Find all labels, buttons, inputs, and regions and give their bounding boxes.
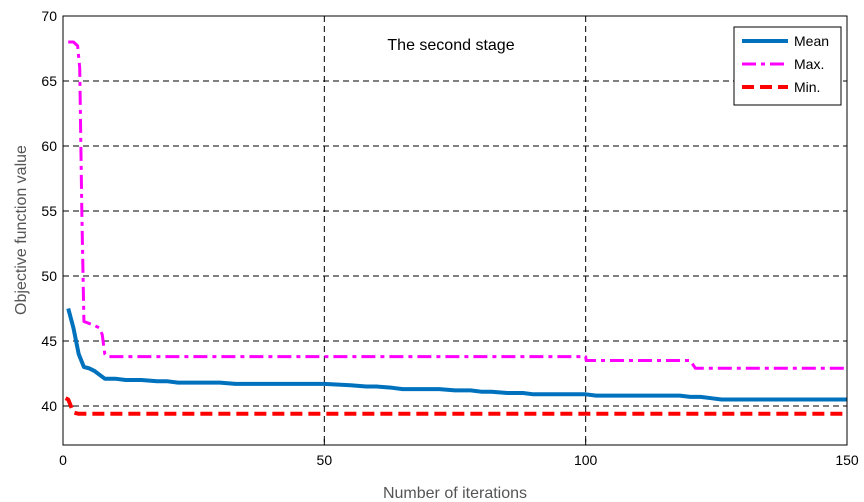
- series-line-mean: [66, 307, 847, 402]
- series-line-min: [64, 396, 847, 416]
- legend-label-max: Max.: [794, 56, 824, 72]
- x-axis-label: Number of iterations: [383, 485, 527, 502]
- x-tick-label-0: 0: [59, 452, 67, 468]
- stage-annotation: The second stage: [387, 37, 514, 54]
- x-tick-label-100: 100: [574, 452, 598, 468]
- legend: Mean Max. Min.: [733, 26, 842, 106]
- series-layer: [64, 40, 847, 416]
- x-tick-label-150: 150: [835, 452, 859, 468]
- y-tick-label-60: 60: [41, 138, 57, 154]
- y-tick-label-45: 45: [41, 333, 57, 349]
- legend-label-min: Min.: [794, 79, 820, 95]
- legend-label-mean: Mean: [794, 33, 829, 49]
- tick-labels: 0 50 100 150 40 45 50 55 60 65 70: [41, 8, 858, 468]
- y-tick-label-65: 65: [41, 73, 57, 89]
- plot-frame: [62, 15, 848, 446]
- plot-area: [63, 16, 847, 445]
- y-axis-label: Objective function value: [13, 145, 30, 315]
- grid: [63, 16, 847, 445]
- y-tick-label-55: 55: [41, 203, 57, 219]
- y-tick-label-40: 40: [41, 398, 57, 414]
- y-tick-label-70: 70: [41, 8, 57, 24]
- x-tick-label-50: 50: [317, 452, 333, 468]
- y-tick-label-50: 50: [41, 268, 57, 284]
- series-line-max: [68, 40, 847, 370]
